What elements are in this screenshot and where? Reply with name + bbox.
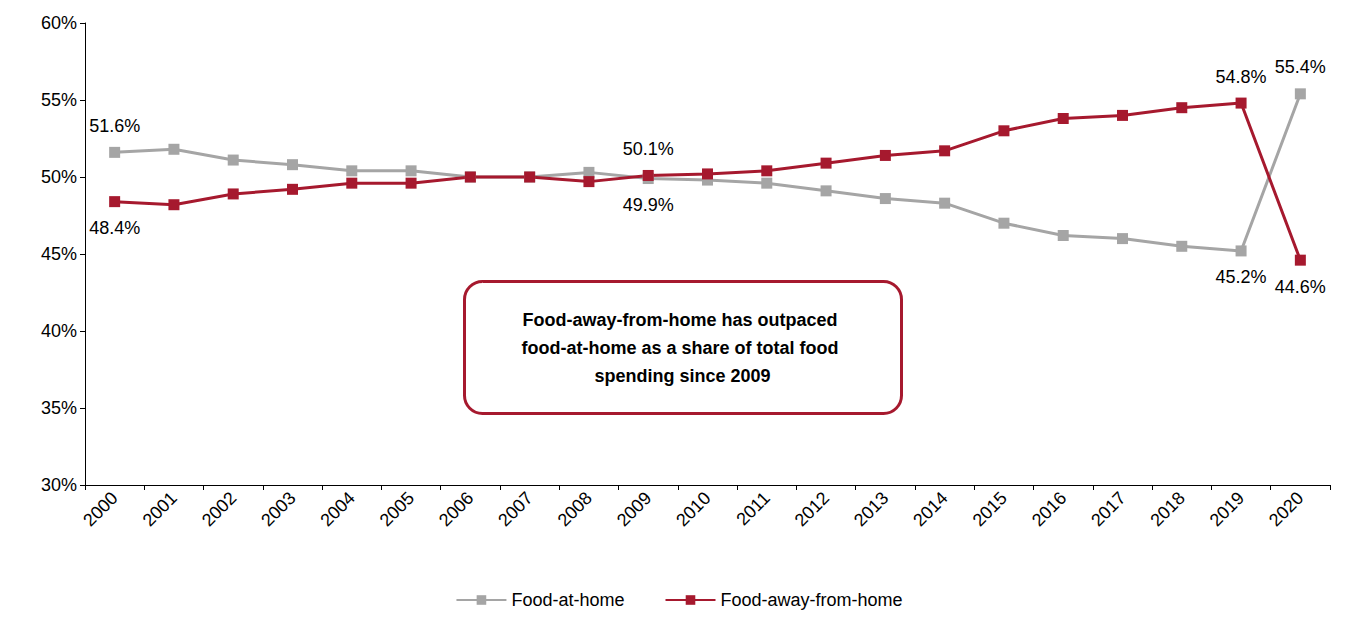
svg-text:54.8%: 54.8% — [1216, 67, 1267, 87]
svg-text:2010: 2010 — [672, 488, 714, 530]
svg-text:55.4%: 55.4% — [1275, 57, 1326, 77]
svg-text:55%: 55% — [41, 90, 77, 110]
svg-text:Food-away-from-home: Food-away-from-home — [720, 590, 902, 610]
svg-text:Food-away-from-home has outpac: Food-away-from-home has outpaced — [522, 310, 842, 330]
svg-text:2019: 2019 — [1206, 488, 1248, 530]
svg-text:35%: 35% — [41, 398, 77, 418]
svg-text:food-at-home as a share of tot: food-at-home as a share of total food — [521, 338, 843, 358]
svg-text:40%: 40% — [41, 321, 77, 341]
svg-text:2003: 2003 — [257, 488, 299, 530]
svg-text:30%: 30% — [41, 475, 77, 495]
svg-text:2008: 2008 — [554, 488, 596, 530]
svg-text:50%: 50% — [41, 167, 77, 187]
svg-text:2012: 2012 — [791, 488, 833, 530]
svg-text:2016: 2016 — [1028, 488, 1070, 530]
svg-text:45.2%: 45.2% — [1216, 267, 1267, 287]
svg-text:45%: 45% — [41, 244, 77, 264]
svg-text:2015: 2015 — [969, 488, 1011, 530]
svg-text:2000: 2000 — [79, 488, 121, 530]
svg-text:2014: 2014 — [909, 488, 951, 530]
svg-text:49.9%: 49.9% — [623, 195, 674, 215]
svg-text:2007: 2007 — [494, 488, 536, 530]
svg-text:50.1%: 50.1% — [623, 139, 674, 159]
svg-text:60%: 60% — [41, 13, 77, 33]
svg-text:44.6%: 44.6% — [1275, 277, 1326, 297]
svg-text:48.4%: 48.4% — [89, 218, 140, 238]
svg-text:51.6%: 51.6% — [89, 116, 140, 136]
svg-text:2011: 2011 — [732, 488, 773, 529]
svg-text:Food-at-home: Food-at-home — [511, 590, 624, 610]
svg-text:2020: 2020 — [1265, 488, 1307, 530]
svg-text:2001: 2001 — [139, 488, 181, 530]
svg-text:2018: 2018 — [1146, 488, 1188, 530]
svg-text:2004: 2004 — [316, 488, 358, 530]
svg-text:2017: 2017 — [1087, 488, 1129, 530]
svg-text:spending since 2009: spending since 2009 — [594, 366, 770, 386]
svg-text:2002: 2002 — [198, 488, 240, 530]
svg-text:2006: 2006 — [435, 488, 477, 530]
svg-text:2009: 2009 — [613, 488, 655, 530]
svg-text:2013: 2013 — [850, 488, 892, 530]
svg-text:2005: 2005 — [376, 488, 418, 530]
